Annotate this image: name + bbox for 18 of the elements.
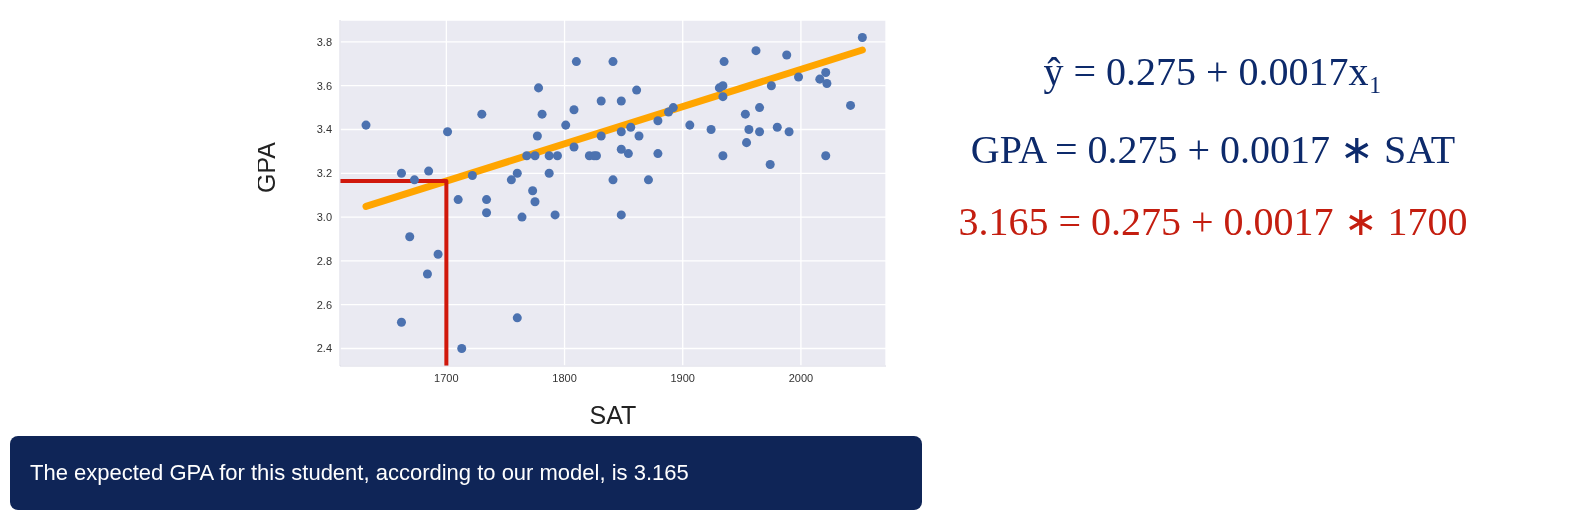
y-tick-label: 3.4 [316, 123, 332, 136]
y-tick-label: 2.6 [316, 298, 332, 311]
y-tick-label: 3.6 [316, 79, 332, 92]
x-tick-label: 1900 [670, 371, 695, 384]
text: ŷ = 0.275 + 0.0017x₁ [1042, 48, 1384, 95]
x-tick-label: 1700 [434, 371, 459, 384]
y-tick-label: 3.2 [316, 167, 332, 180]
x-tick-label: 2000 [788, 371, 814, 384]
y-tick-label: 3.0 [316, 210, 332, 223]
y-tick-label: 2.8 [316, 254, 332, 267]
text: The expected GPA for this student, according to our model, is 3.165 [10, 436, 922, 510]
text: GPA = 0.275 + 0.0017 ∗ SAT [969, 126, 1457, 173]
x-axis-title: SAT [589, 401, 637, 429]
x-tick-label: 1800 [552, 371, 577, 384]
y-tick-label: 2.4 [316, 342, 332, 355]
text: 3.165 = 0.275 + 0.0017 ∗ 1700 [957, 198, 1469, 245]
y-tick-label: 3.8 [316, 35, 332, 48]
y-axis-title: GPA [251, 141, 280, 193]
